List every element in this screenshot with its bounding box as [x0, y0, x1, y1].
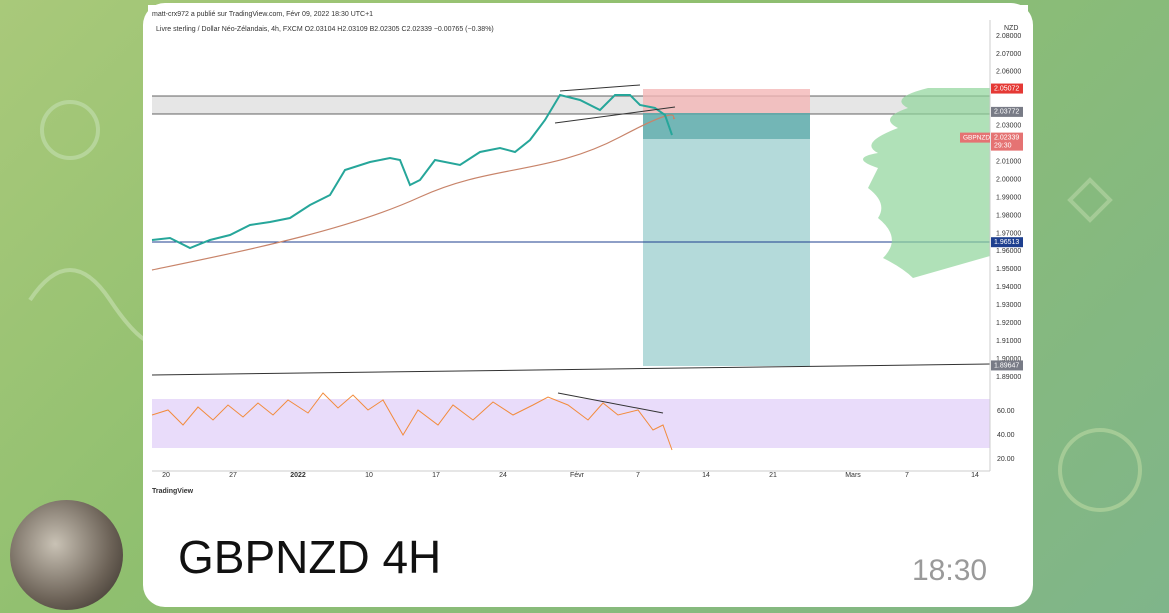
price-label: 1.93000 [996, 302, 1021, 309]
symbol-tag-countdown: 29:30 [994, 142, 1012, 149]
price-label: 2.07000 [996, 51, 1021, 58]
price-label: 1.96000 [996, 248, 1021, 255]
date-label: 21 [769, 472, 777, 479]
price-label: 2.06000 [996, 69, 1021, 76]
date-label: 2022 [290, 472, 306, 479]
chart-image[interactable]: matt-crx972 a publié sur TradingView.com… [148, 5, 1028, 500]
date-label: 24 [499, 472, 507, 479]
symbol-tag [960, 132, 990, 143]
price-tag-text: 1.96513 [994, 239, 1019, 246]
date-label: 17 [432, 472, 440, 479]
currency: NZD [1004, 25, 1018, 32]
branding: TradingView [152, 488, 194, 495]
date-label: 14 [702, 472, 710, 479]
rsi-label: 20.00 [997, 456, 1015, 463]
message-text: GBPNZD 4H [178, 531, 442, 583]
date-label: Mars [845, 472, 861, 479]
price-tag [991, 237, 1023, 248]
avatar[interactable] [10, 500, 123, 610]
price-label: 2.03000 [996, 123, 1021, 130]
price-tag [991, 132, 1023, 151]
price-label: 1.89000 [996, 374, 1021, 381]
price-label: 2.08000 [996, 33, 1021, 40]
message-time: 18:30 [912, 554, 988, 587]
price-label: 2.01000 [996, 158, 1021, 165]
date-label: 20 [162, 472, 170, 479]
date-label: Févr [570, 472, 585, 479]
date-label: 10 [365, 472, 373, 479]
price-tag [991, 106, 1023, 117]
date-label: 7 [905, 472, 909, 479]
price-label: 2.00000 [996, 176, 1021, 183]
symbol-tag-name: GBPNZD [963, 134, 990, 141]
price-label: 1.97000 [996, 230, 1021, 237]
price-label: 1.94000 [996, 284, 1021, 291]
price-tag-text: 2.03772 [994, 109, 1019, 116]
price-tag-text: 2.05072 [994, 85, 1019, 92]
date-label: 7 [636, 472, 640, 479]
price-label: 1.98000 [996, 212, 1021, 219]
price-label: 1.95000 [996, 266, 1021, 273]
author-line: matt-crx972 a publié sur TradingView.com… [152, 11, 373, 18]
price-tag [991, 83, 1023, 94]
symbol-tag-price: 2.02339 [994, 134, 1019, 141]
price-label: 1.90000 [996, 356, 1021, 363]
symbol-line: Livre sterling / Dollar Néo-Zélandais, 4… [156, 26, 494, 33]
date-label: 27 [229, 472, 237, 479]
price-label: 1.99000 [996, 194, 1021, 201]
price-label: 1.92000 [996, 320, 1021, 327]
date-label: 14 [971, 472, 979, 479]
price-label: 1.91000 [996, 338, 1021, 345]
price-tag-text: 1.89647 [994, 362, 1019, 369]
rsi-label: 60.00 [997, 408, 1015, 415]
rsi-label: 40.00 [997, 432, 1015, 439]
price-tag [991, 360, 1023, 371]
